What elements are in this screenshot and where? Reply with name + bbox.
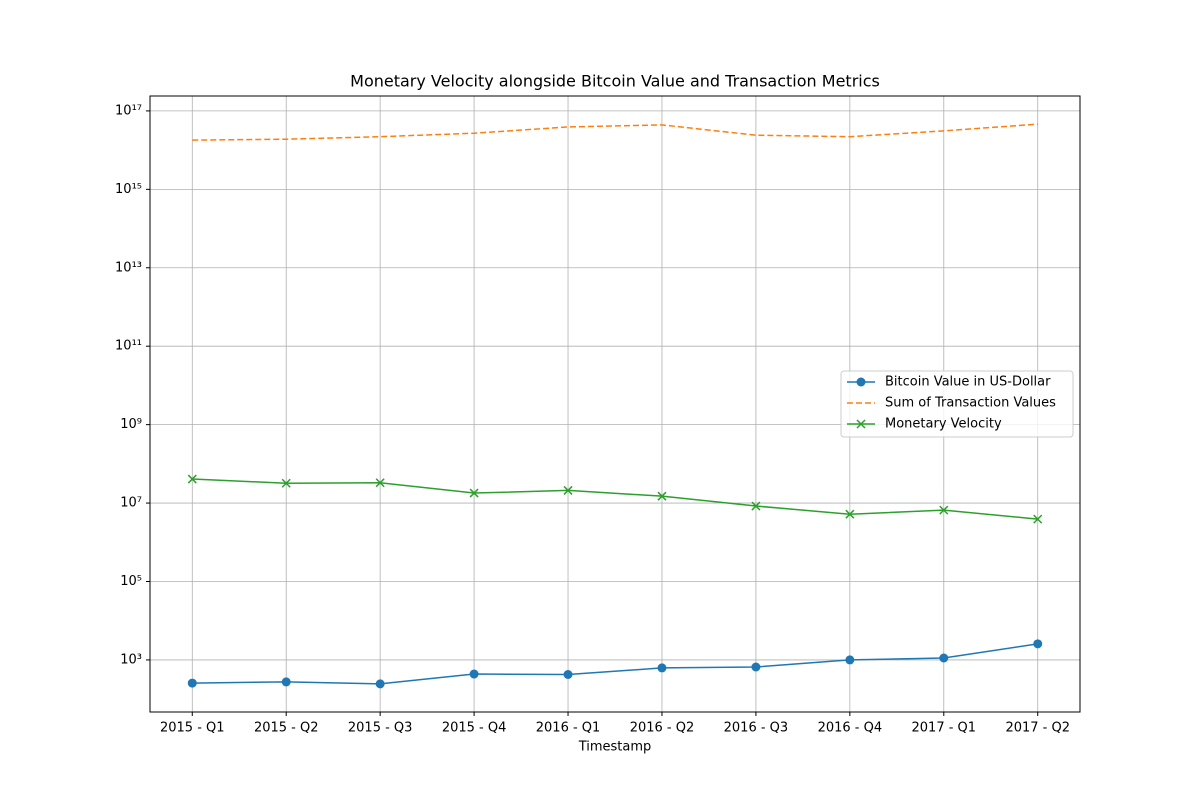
point xyxy=(1033,514,1043,524)
point xyxy=(657,663,667,673)
point xyxy=(375,679,385,689)
x-tick-label: 2016 - Q2 xyxy=(630,721,695,736)
grid xyxy=(150,96,1080,712)
point xyxy=(187,474,197,484)
point xyxy=(281,677,291,687)
x-tick-label: 2017 - Q2 xyxy=(1005,721,1070,736)
legend-marker xyxy=(856,419,866,429)
y-tick-label: 10¹⁷ xyxy=(115,103,142,118)
x-tick-label: 2017 - Q1 xyxy=(912,721,977,736)
point xyxy=(1033,639,1043,649)
legend-box xyxy=(840,370,1074,438)
y-tick-label: 10¹³ xyxy=(115,260,142,275)
x-tick-label: 2016 - Q4 xyxy=(818,721,883,736)
chart-title: Monetary Velocity alongside Bitcoin Valu… xyxy=(350,72,880,91)
x-tick-label: 2015 - Q2 xyxy=(254,721,319,736)
point xyxy=(939,505,949,515)
legend-label: Bitcoin Value in US-Dollar xyxy=(885,375,1051,390)
x-tick-label: 2015 - Q3 xyxy=(348,721,413,736)
legend-marker xyxy=(856,377,866,387)
legend-label: Sum of Transaction Values xyxy=(885,396,1056,411)
x-tick-label: 2015 - Q4 xyxy=(442,721,507,736)
series-line xyxy=(192,643,1038,685)
x-axis-label: Timestamp xyxy=(578,740,652,755)
y-tick-label: 10¹⁵ xyxy=(115,182,142,197)
point xyxy=(563,485,573,495)
series-line xyxy=(192,478,1038,520)
point xyxy=(939,653,949,663)
point xyxy=(375,478,385,488)
x-tick-label: 2015 - Q1 xyxy=(160,721,225,736)
point xyxy=(751,501,761,511)
point xyxy=(845,655,855,665)
point xyxy=(657,491,667,501)
point xyxy=(751,662,761,672)
x-tick-label: 2016 - Q3 xyxy=(724,721,789,736)
y-tick-label: 10⁵ xyxy=(120,574,142,589)
y-tick-label: 10³ xyxy=(120,652,142,667)
legend: Bitcoin Value in US-Dollar Sum of Transac… xyxy=(840,370,1074,438)
legend-label: Monetary Velocity xyxy=(885,417,1002,432)
series-line xyxy=(192,123,1038,141)
point xyxy=(281,478,291,488)
point xyxy=(563,669,573,679)
point xyxy=(845,509,855,519)
y-tick-label: 10⁷ xyxy=(120,496,142,511)
x-tick-label: 2016 - Q1 xyxy=(536,721,601,736)
point xyxy=(469,669,479,679)
y-tick-label: 10¹¹ xyxy=(115,339,142,354)
plot-frame xyxy=(149,95,1081,713)
point xyxy=(469,488,479,498)
y-tick-label: 10⁹ xyxy=(120,417,142,432)
point xyxy=(187,678,197,688)
